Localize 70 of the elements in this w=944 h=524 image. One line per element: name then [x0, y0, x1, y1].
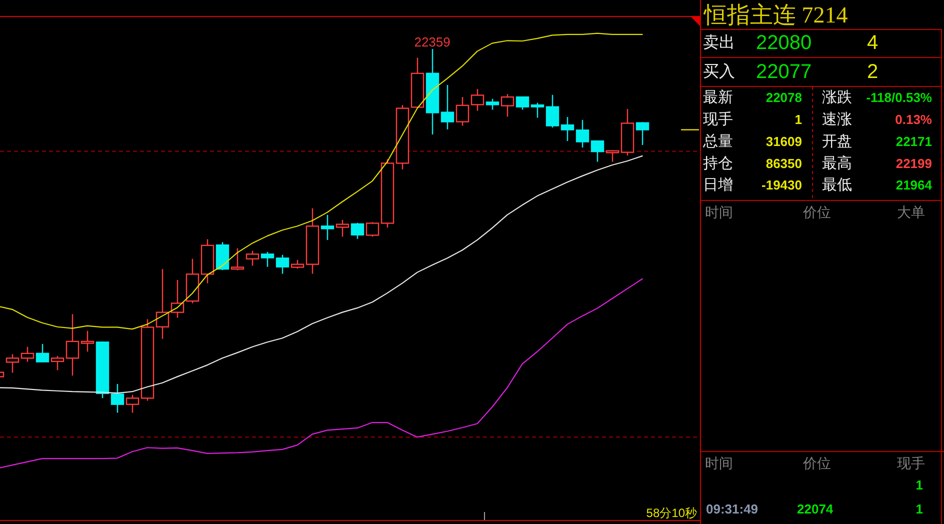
- candlestick: [50, 355, 64, 371]
- candlestick: [576, 119, 590, 148]
- candlestick: [230, 248, 244, 271]
- text: 4: [867, 32, 878, 54]
- text: 22199: [896, 156, 932, 171]
- text: 1: [916, 502, 923, 516]
- candlestick: [456, 96, 470, 126]
- candlestick: [366, 222, 380, 238]
- candlestick: [246, 250, 260, 266]
- text: 买入: [703, 62, 735, 80]
- text: 22080: [756, 32, 812, 54]
- text: 22074: [797, 502, 834, 516]
- candlestick: [20, 346, 34, 362]
- text: 日增: [703, 176, 733, 194]
- candlestick: [320, 214, 334, 241]
- candlestick: [546, 94, 560, 128]
- text: 22171: [896, 134, 932, 150]
- candlestick: [6, 354, 20, 374]
- text: -19430: [762, 178, 802, 192]
- text: 86350: [766, 156, 802, 171]
- candlestick: [80, 330, 94, 352]
- text: 09:31:49: [706, 502, 758, 516]
- text: 1: [916, 478, 923, 492]
- text: 0.13%: [895, 112, 932, 127]
- text: 最高: [822, 154, 852, 172]
- text: 现手: [703, 111, 733, 128]
- candlestick: [606, 150, 620, 162]
- annotation: 22359: [414, 34, 450, 50]
- text: 持仓: [703, 154, 733, 172]
- candlestick: [260, 251, 274, 268]
- text: 价位: [802, 455, 831, 471]
- candlestick: [530, 102, 544, 118]
- text: 恒指主连 7214: [703, 2, 848, 28]
- text: 22078: [766, 90, 802, 106]
- candlestick: [36, 343, 50, 362]
- text: 开盘: [822, 133, 852, 150]
- text: 最低: [822, 176, 852, 194]
- candlestick: [66, 314, 80, 376]
- candlestick: [516, 96, 530, 110]
- text: 总量: [702, 133, 733, 150]
- text: 22077: [756, 61, 812, 83]
- text: -118/0.53%: [866, 90, 932, 106]
- candlestick: [276, 254, 290, 274]
- candlestick: [110, 383, 124, 414]
- text: 1: [794, 112, 802, 127]
- candlestick: [126, 394, 140, 414]
- text: 最新: [703, 89, 733, 106]
- text: 2: [867, 61, 878, 83]
- text: 时间: [705, 204, 733, 220]
- text: 时间: [705, 455, 733, 471]
- candlestick: [170, 279, 184, 318]
- candlestick: [470, 88, 484, 112]
- text: 速涨: [822, 111, 852, 128]
- candlestick: [486, 98, 500, 110]
- text: 21964: [896, 178, 933, 192]
- candlestick: [156, 268, 170, 340]
- text: 31609: [766, 134, 802, 150]
- candlestick: [336, 219, 350, 238]
- candlestick: [350, 222, 364, 240]
- candlestick: [590, 140, 604, 162]
- text: 涨跌: [822, 89, 852, 106]
- candlestick: [500, 94, 514, 118]
- candlestick: [560, 116, 574, 142]
- candlestick: [636, 122, 650, 146]
- text: 58分10秒: [646, 506, 697, 520]
- text: 卖出: [703, 34, 735, 52]
- text: 大单: [897, 204, 925, 220]
- text: 现手: [897, 455, 925, 471]
- text: 价位: [802, 204, 831, 220]
- candlestick: [440, 84, 454, 130]
